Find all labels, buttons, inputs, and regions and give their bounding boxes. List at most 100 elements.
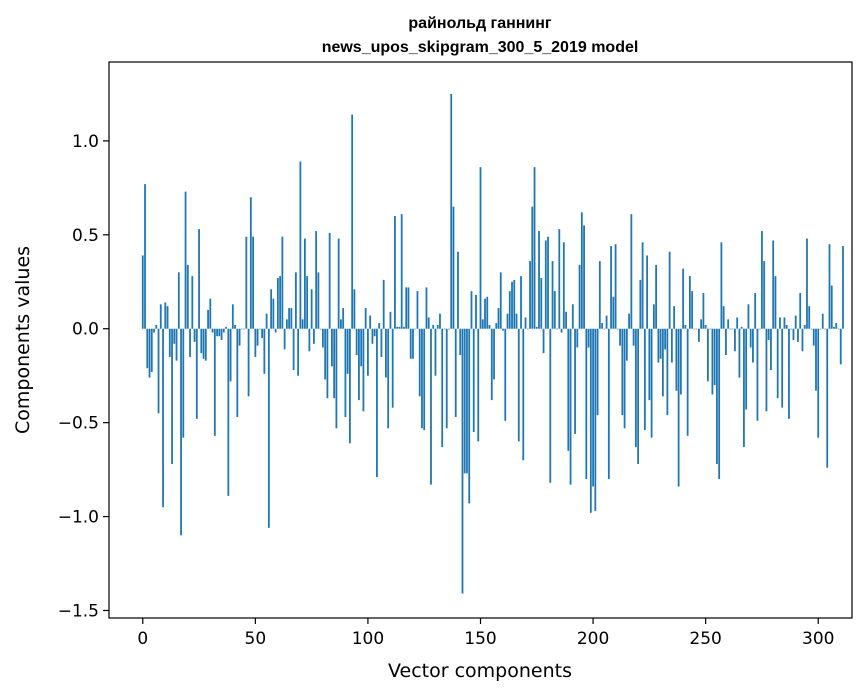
bar-39 — [229, 328, 232, 382]
bar-18 — [182, 328, 185, 438]
bar-144 — [466, 328, 468, 474]
bar-0 — [141, 255, 144, 329]
bar-302 — [821, 313, 824, 329]
bar-231 — [661, 328, 664, 397]
x-tick-label: 50 — [245, 629, 267, 649]
bar-257 — [720, 242, 723, 329]
bar-16 — [177, 272, 180, 329]
bar-235 — [670, 328, 673, 363]
bar-267 — [743, 328, 745, 448]
bar-28 — [204, 328, 207, 361]
bar-244 — [691, 291, 694, 329]
x-tick-label: 300 — [802, 629, 834, 649]
bar-309 — [837, 328, 840, 330]
bar-300 — [817, 328, 820, 438]
bar-260 — [727, 319, 730, 329]
bar-210 — [614, 244, 617, 329]
bar-193 — [576, 328, 579, 348]
bar-2 — [146, 328, 149, 369]
bar-223 — [643, 328, 646, 431]
bar-286 — [785, 324, 788, 329]
bar-298 — [812, 328, 815, 346]
bar-262 — [731, 328, 734, 330]
bar-275 — [761, 231, 763, 329]
bar-250 — [704, 324, 707, 329]
bar-82 — [326, 328, 329, 399]
bar-83 — [328, 232, 331, 329]
bar-212 — [619, 328, 621, 346]
bar-104 — [376, 328, 378, 478]
bar-270 — [749, 328, 752, 348]
bar-289 — [792, 328, 795, 340]
x-axis-ticks: 0 50 100 150 200 250 300 — [137, 618, 834, 649]
bar-303 — [824, 328, 826, 330]
bar-281 — [774, 276, 777, 329]
bar-103 — [373, 328, 376, 337]
bar-98 — [362, 328, 365, 412]
bar-233 — [666, 328, 669, 416]
bar-142 — [461, 328, 464, 594]
bar-85 — [333, 328, 336, 399]
bar-137 — [450, 93, 453, 329]
bar-86 — [335, 328, 338, 429]
bar-304 — [826, 328, 829, 468]
bar-278 — [767, 328, 770, 340]
bar-271 — [752, 328, 754, 363]
bar-78 — [317, 272, 320, 329]
bar-183 — [553, 291, 556, 329]
bar-72 — [303, 238, 306, 329]
y-axis-label: Components values — [12, 246, 34, 434]
bar-63 — [283, 328, 286, 350]
bar-129 — [432, 324, 435, 329]
bar-32 — [213, 328, 216, 436]
bar-57 — [270, 289, 273, 329]
bar-139 — [454, 328, 457, 418]
bar-182 — [551, 261, 554, 329]
bar-156 — [493, 328, 495, 380]
bar-178 — [542, 328, 545, 354]
bar-217 — [630, 214, 633, 329]
bar-218 — [632, 328, 635, 346]
bar-293 — [801, 328, 804, 352]
x-tick-label: 250 — [689, 629, 721, 649]
bar-253 — [711, 328, 714, 395]
bar-166 — [515, 313, 518, 329]
bar-158 — [497, 308, 500, 329]
bar-145 — [468, 328, 471, 504]
bar-306 — [830, 285, 833, 329]
y-tick-label: 0.5 — [72, 226, 99, 246]
bar-205 — [603, 328, 606, 330]
bar-157 — [495, 323, 498, 329]
bar-71 — [301, 319, 304, 329]
bar-60 — [276, 278, 279, 329]
bar-209 — [612, 296, 615, 329]
bar-126 — [425, 287, 428, 329]
bar-8 — [159, 304, 162, 329]
bar-254 — [713, 328, 716, 386]
x-tick-label: 100 — [352, 629, 384, 649]
bar-245 — [693, 328, 696, 330]
bar-76 — [312, 328, 315, 344]
bar-94 — [353, 289, 356, 329]
bar-35 — [220, 328, 223, 340]
bar-258 — [722, 306, 725, 329]
bar-197 — [585, 328, 588, 479]
bar-189 — [567, 328, 570, 451]
bar-15 — [175, 328, 178, 361]
bar-41 — [234, 324, 236, 329]
bar-62 — [281, 236, 284, 329]
bar-194 — [578, 264, 581, 329]
bar-38 — [227, 328, 230, 496]
bar-290 — [794, 315, 797, 329]
bar-243 — [688, 276, 691, 329]
bar-81 — [324, 328, 327, 380]
bar-6 — [155, 324, 158, 329]
bar-162 — [506, 313, 509, 329]
bar-251 — [707, 328, 709, 382]
bar-112 — [394, 216, 396, 329]
bar-97 — [360, 328, 363, 367]
bar-23 — [193, 328, 196, 342]
bar-285 — [783, 317, 786, 329]
bar-155 — [490, 328, 493, 401]
